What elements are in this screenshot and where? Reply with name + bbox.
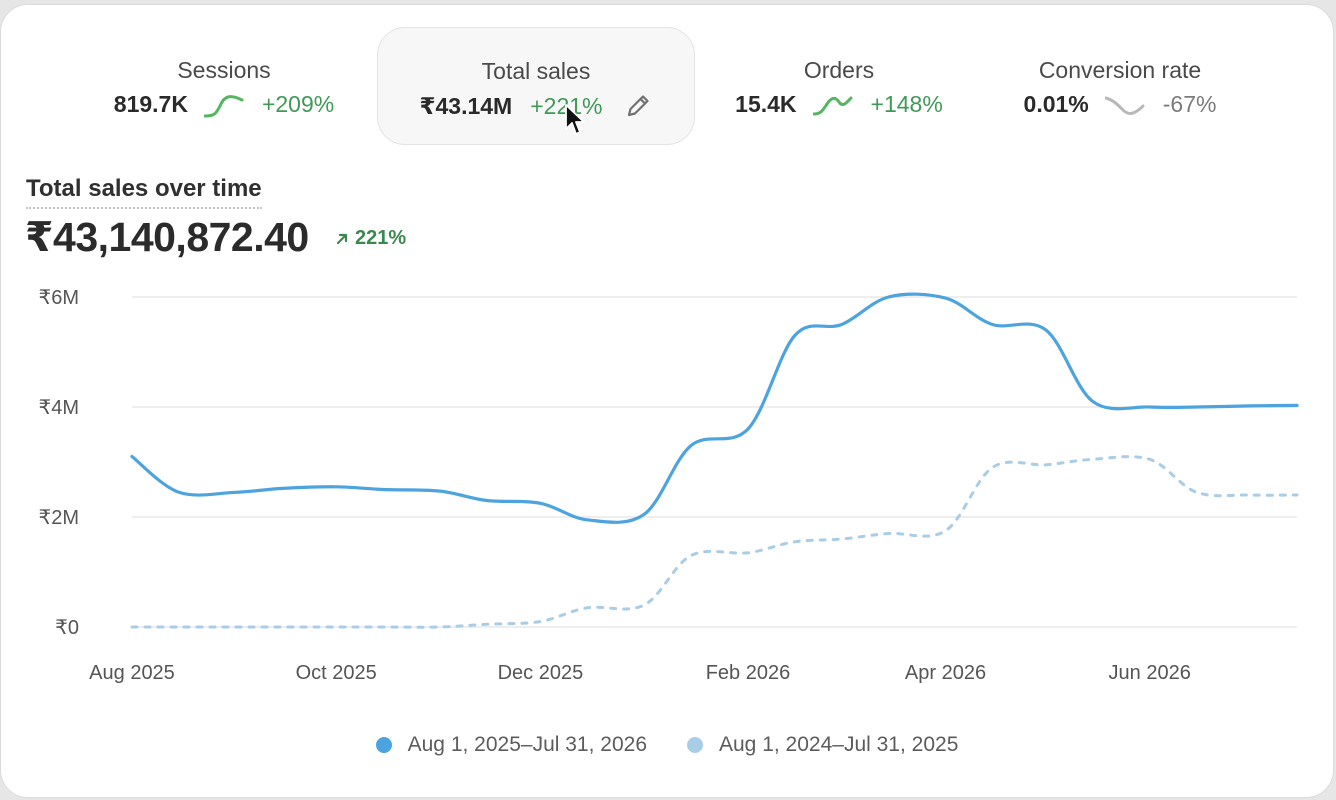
chart-title[interactable]: Total sales over time [26,175,262,209]
legend-label: Aug 1, 2025–Jul 31, 2026 [407,733,647,756]
x-tick-label: Dec 2025 [498,662,584,684]
metric-change: +148% [870,91,943,117]
metric-change: -67% [1162,91,1217,117]
sparkline-up-icon [203,94,244,117]
arrow-up-right-icon [336,233,348,244]
mouse-cursor-icon [565,104,585,135]
legend-dot-previous [687,737,703,753]
metric-card-orders[interactable]: Orders 15.4K +148% [695,27,983,145]
x-tick-label: Oct 2025 [296,662,377,684]
x-tick-label: Aug 2025 [89,662,175,684]
y-tick-label: ₹6M [38,287,79,309]
edit-pencil-icon[interactable] [624,92,652,120]
metric-value: 15.4K [735,91,797,117]
x-tick-label: Jun 2026 [1109,662,1191,684]
metric-card-sessions[interactable]: Sessions 819.7K +209% [71,27,377,145]
legend-item-previous[interactable]: Aug 1, 2024–Jul 31, 2025 [687,733,958,757]
metric-label: Total sales [481,58,591,84]
legend-item-current[interactable]: Aug 1, 2025–Jul 31, 2026 [375,733,647,757]
metric-card-conversion-rate[interactable]: Conversion rate 0.01% -67% [983,27,1257,145]
metric-value: 819.7K [113,91,188,117]
metric-value: 0.01% [1023,91,1089,117]
total-sales-value: ₹43,140,872.40 [25,214,309,260]
sales-line-chart: ₹0 ₹2M ₹4M ₹6M Aug 2025 Oct 2025 Dec 2025 Feb 2… [38,287,1299,684]
legend-label: Aug 1, 2024–Jul 31, 2025 [719,733,959,756]
chart-legend: Aug 1, 2025–Jul 31, 2026 Aug 1, 2024–Jul… [1,733,1333,757]
x-tick-label: Apr 2026 [905,662,986,684]
total-sales-change-value: 221% [355,227,407,249]
sparkline-up-icon [812,96,853,115]
y-tick-label: ₹4M [38,397,79,419]
sales-analytics-card: Sessions 819.7K +209% Total sales ₹43.14… [0,4,1334,798]
metric-value: ₹43.14M [419,92,513,119]
series-line-previous[interactable] [130,455,1299,629]
total-sales-change: 221% [335,227,406,250]
series-line-current[interactable] [130,292,1299,524]
legend-dot-current [375,737,392,753]
sparkline-down-icon [1104,96,1145,115]
metric-label: Conversion rate [1038,57,1202,83]
metric-label: Sessions [177,57,271,83]
metric-label: Orders [803,57,875,83]
metric-card-total-sales[interactable]: Total sales ₹43.14M +221% [377,27,695,145]
x-tick-label: Feb 2026 [706,662,791,684]
y-tick-label: ₹0 [55,617,79,639]
y-tick-label: ₹2M [38,507,79,529]
metric-change: +209% [261,91,335,117]
